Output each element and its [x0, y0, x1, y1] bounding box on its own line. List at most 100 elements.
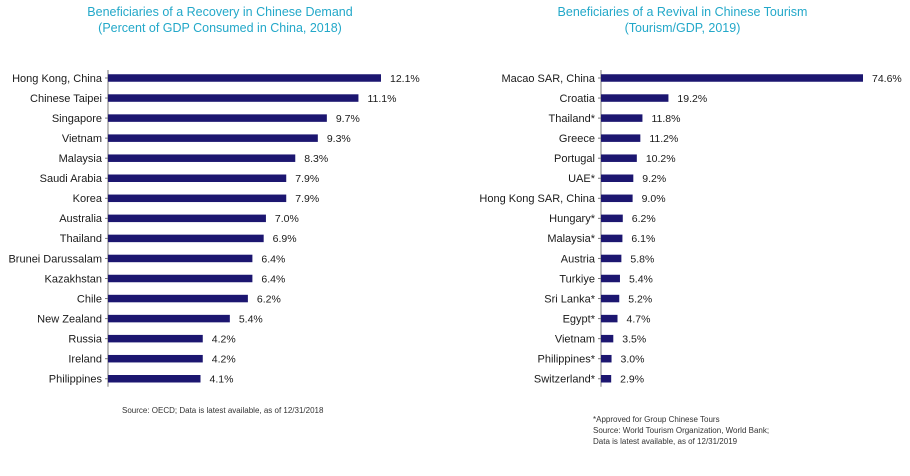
data-label: 9.0% — [642, 193, 666, 205]
category-label: Vietnam — [555, 333, 595, 345]
data-label: 7.9% — [295, 173, 319, 185]
category-label: Russia — [68, 333, 103, 345]
category-label: Switzerland* — [534, 374, 596, 386]
bar — [108, 134, 318, 142]
bar — [108, 274, 253, 283]
chart-footnote: *Approved for Group Chinese Tours Source… — [593, 414, 769, 447]
data-label: 2.9% — [620, 374, 644, 386]
category-label: Croatia — [560, 93, 596, 105]
approval-note: *Approved for Group Chinese Tours — [593, 415, 720, 424]
bar — [601, 114, 643, 122]
data-label: 6.2% — [632, 213, 656, 225]
data-label: 10.2% — [646, 153, 676, 165]
data-label: 6.4% — [261, 253, 285, 265]
bar — [108, 174, 287, 182]
category-label: Turkiye — [559, 273, 595, 285]
data-label: 6.2% — [257, 293, 281, 305]
bar — [108, 234, 264, 243]
category-label: Philippines — [49, 374, 103, 386]
data-label: 3.5% — [622, 333, 646, 345]
chart-title: Beneficiaries of a Revival in Chinese To… — [557, 5, 808, 19]
chart-title-block: Beneficiaries of a Revival in Chinese To… — [455, 4, 910, 36]
bar — [601, 375, 612, 383]
chart-title: Beneficiaries of a Recovery in Chinese D… — [87, 5, 353, 19]
bar — [601, 354, 612, 363]
chart-footnote: Source: OECD; Data is latest available, … — [122, 405, 323, 416]
data-label: 5.4% — [629, 273, 653, 285]
bar — [108, 294, 248, 303]
category-label: Hong Kong, China — [12, 73, 103, 85]
category-label: Hungary* — [549, 213, 596, 225]
data-label: 7.0% — [275, 213, 299, 225]
bar — [601, 134, 641, 142]
bar — [108, 74, 381, 82]
category-label: Thailand* — [549, 113, 596, 125]
data-label: 11.8% — [651, 113, 680, 125]
bar-chart-chinese-tourism: Macao SAR, China 74.6% Croatia 19.2% Thailan… — [479, 69, 902, 387]
category-label: New Zealand — [37, 313, 102, 325]
category-label: Malaysia* — [547, 233, 595, 245]
data-label: 3.0% — [621, 354, 645, 366]
bar — [108, 375, 201, 383]
bar — [108, 114, 327, 122]
category-label: Chinese Taipei — [30, 93, 102, 105]
bar — [601, 314, 618, 323]
bar — [108, 314, 230, 323]
data-label: 4.2% — [212, 354, 236, 366]
data-label: 6.9% — [273, 233, 297, 245]
data-label: 8.3% — [304, 153, 328, 165]
date-note: Data is latest available, as of 12/31/20… — [593, 437, 738, 446]
chart-panel-chinese-tourism: Beneficiaries of a Revival in Chinese To… — [455, 0, 910, 476]
data-label: 11.2% — [649, 133, 678, 145]
bar — [601, 194, 633, 203]
data-label: 6.1% — [631, 233, 655, 245]
data-label: 9.3% — [327, 133, 351, 145]
bar-chart-chinese-demand: Hong Kong, China 12.1% Chinese Taipei 11.1%… — [8, 69, 420, 387]
category-label: Philippines* — [538, 354, 596, 366]
data-label: 19.2% — [677, 93, 707, 105]
bar — [601, 214, 623, 223]
bar — [601, 74, 863, 82]
category-label: Austria — [561, 253, 596, 265]
data-label: 7.9% — [295, 193, 319, 205]
data-label: 9.7% — [336, 113, 360, 125]
category-label: Australia — [59, 213, 103, 225]
category-label: Kazakhstan — [45, 273, 102, 285]
category-label: Brunei Darussalam — [8, 253, 102, 265]
source-note: Source: OECD; Data is latest available, … — [122, 406, 324, 415]
category-label: Sri Lanka* — [544, 293, 595, 305]
bar — [108, 334, 203, 343]
bar — [601, 254, 622, 263]
category-label: Thailand — [60, 233, 102, 245]
category-label: Singapore — [52, 113, 102, 125]
bar — [108, 254, 253, 263]
bar — [108, 194, 287, 203]
chart-subtitle: (Tourism/GDP, 2019) — [624, 21, 741, 35]
data-label: 5.8% — [630, 253, 654, 265]
bar — [108, 94, 359, 102]
data-label: 9.2% — [642, 173, 666, 185]
data-label: 5.2% — [628, 293, 652, 305]
category-label: Vietnam — [62, 133, 102, 145]
chart-subtitle: (Percent of GDP Consumed in China, 2018) — [98, 21, 342, 35]
data-label: 11.1% — [367, 93, 396, 105]
bar — [601, 154, 637, 162]
bar — [601, 94, 669, 102]
category-label: Hong Kong SAR, China — [479, 193, 595, 205]
category-label: Malaysia — [59, 153, 103, 165]
data-label: 4.7% — [627, 313, 651, 325]
data-label: 4.2% — [212, 333, 236, 345]
category-label: Saudi Arabia — [40, 173, 103, 185]
chart-panel-chinese-demand: Beneficiaries of a Recovery in Chinese D… — [0, 0, 440, 476]
bar — [108, 354, 203, 363]
data-label: 74.6% — [872, 73, 902, 85]
category-label: Chile — [77, 293, 102, 305]
data-label: 4.1% — [210, 374, 234, 386]
bar — [601, 294, 620, 303]
category-label: Ireland — [68, 354, 102, 366]
category-label: Greece — [559, 133, 595, 145]
category-label: UAE* — [568, 173, 596, 185]
data-label: 5.4% — [239, 313, 263, 325]
category-label: Egypt* — [563, 313, 596, 325]
category-label: Macao SAR, China — [501, 73, 595, 85]
